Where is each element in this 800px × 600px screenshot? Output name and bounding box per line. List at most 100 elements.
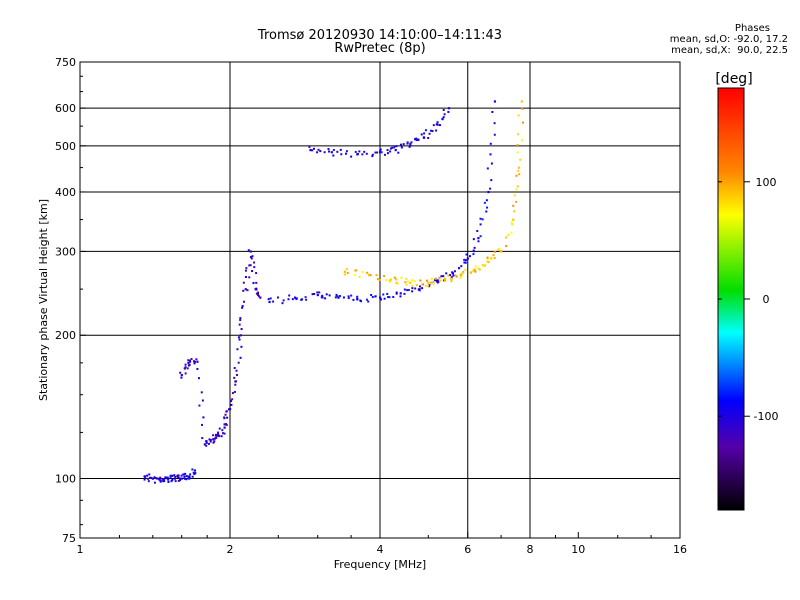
data-point xyxy=(510,231,513,234)
data-point xyxy=(293,296,297,299)
data-point xyxy=(251,255,254,258)
data-point xyxy=(442,109,445,112)
data-point xyxy=(397,151,400,154)
data-point xyxy=(301,298,304,301)
data-point xyxy=(347,297,350,300)
data-point xyxy=(442,275,445,278)
data-point xyxy=(241,306,244,309)
data-point xyxy=(321,296,324,299)
data-point xyxy=(171,474,174,477)
data-point xyxy=(208,438,211,441)
data-point xyxy=(516,151,519,154)
data-point xyxy=(178,479,181,482)
data-point xyxy=(170,480,173,483)
data-point xyxy=(159,479,162,482)
data-point xyxy=(239,317,242,320)
data-point xyxy=(236,348,239,351)
data-point xyxy=(332,154,335,157)
data-point xyxy=(436,121,439,124)
data-point xyxy=(317,148,320,151)
data-point xyxy=(404,281,407,284)
data-point xyxy=(481,264,484,267)
data-point xyxy=(233,376,236,379)
data-point xyxy=(476,230,479,233)
data-point xyxy=(493,257,496,260)
data-point xyxy=(487,261,490,264)
data-point xyxy=(520,139,523,142)
data-point xyxy=(438,124,441,127)
data-point xyxy=(493,133,496,136)
data-point xyxy=(295,297,298,300)
data-point xyxy=(379,296,382,299)
data-point xyxy=(505,236,508,239)
data-point xyxy=(309,148,312,152)
data-point xyxy=(185,475,188,478)
data-point xyxy=(411,290,414,293)
data-point xyxy=(491,110,494,113)
data-point xyxy=(447,274,450,277)
data-point xyxy=(367,273,371,276)
data-point xyxy=(388,280,391,283)
data-point xyxy=(447,110,450,113)
data-point xyxy=(239,356,242,359)
data-point xyxy=(461,272,464,275)
data-point xyxy=(184,363,187,366)
data-point xyxy=(492,254,495,257)
data-point xyxy=(379,149,382,152)
data-point xyxy=(281,302,284,305)
data-point xyxy=(389,278,392,281)
data-point xyxy=(319,150,322,153)
data-point xyxy=(282,299,285,302)
data-point xyxy=(191,468,194,471)
data-point xyxy=(153,476,156,479)
data-point xyxy=(146,474,149,477)
data-point xyxy=(244,276,247,279)
data-point xyxy=(365,152,368,155)
data-point xyxy=(350,155,353,158)
data-point xyxy=(316,291,319,294)
data-point xyxy=(197,377,200,380)
data-point xyxy=(229,407,232,411)
data-point xyxy=(443,278,447,281)
data-point xyxy=(311,149,314,152)
data-point xyxy=(437,280,440,283)
data-point xyxy=(192,360,195,363)
data-point xyxy=(455,275,458,278)
colorbar-tick-label: 0 xyxy=(763,293,770,306)
data-point xyxy=(190,358,193,361)
data-point xyxy=(313,293,316,296)
data-point xyxy=(234,380,237,383)
data-point xyxy=(369,274,372,277)
data-point xyxy=(269,297,272,300)
data-point xyxy=(477,237,480,240)
data-point xyxy=(361,270,364,273)
data-point xyxy=(229,399,232,402)
data-point xyxy=(395,292,398,295)
data-point xyxy=(352,298,355,301)
data-point xyxy=(375,274,378,277)
data-point xyxy=(226,416,229,419)
colorbar xyxy=(717,87,745,511)
data-point xyxy=(336,150,339,153)
data-point xyxy=(391,146,394,149)
data-point xyxy=(383,297,386,300)
data-point xyxy=(236,373,239,376)
data-point xyxy=(167,480,170,483)
y-tick-label: 100 xyxy=(55,473,76,486)
data-point xyxy=(393,146,396,149)
data-point xyxy=(187,475,190,478)
data-point xyxy=(217,434,221,437)
data-point xyxy=(470,271,473,274)
data-point xyxy=(339,295,342,298)
data-point xyxy=(489,142,492,145)
data-point xyxy=(169,475,172,478)
data-point xyxy=(233,390,236,393)
data-point xyxy=(188,477,191,480)
data-point xyxy=(215,436,218,439)
data-point xyxy=(517,169,520,172)
data-point xyxy=(414,287,417,290)
phases-o-mode: mean, sd,O: -92.0, 17.2 xyxy=(669,34,788,45)
data-point xyxy=(451,272,455,275)
data-point xyxy=(474,265,477,268)
